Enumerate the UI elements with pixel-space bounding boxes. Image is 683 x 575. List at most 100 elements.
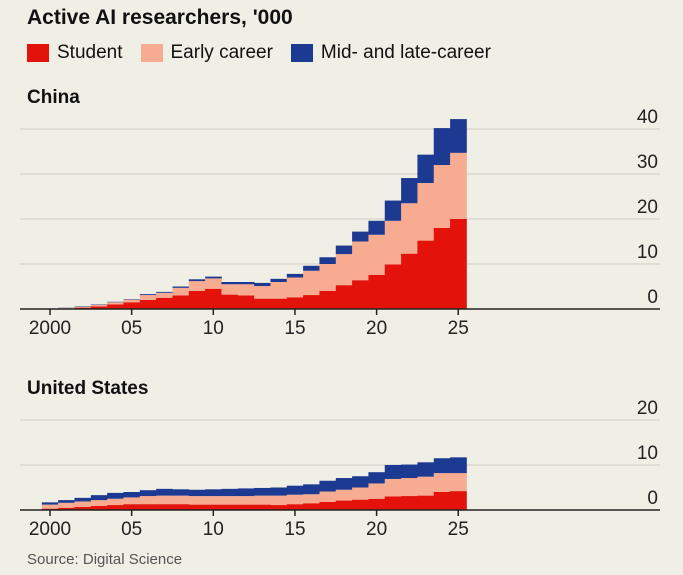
bar-segment-student-2003 [90,505,108,510]
bar-segment-early-career-2009 [188,281,206,291]
bar-segment-mid-and-late-career-2013 [254,282,271,287]
legend-label: Early career [170,42,273,63]
bar-segment-mid-and-late-career-2001 [58,500,75,503]
legend-swatch-early-career [140,44,163,62]
bar-segment-mid-and-late-career-2023 [417,462,435,477]
bar-segment-student-2022 [401,496,418,510]
legend-swatch-student [27,44,49,62]
bar-segment-student-2007 [156,504,173,510]
bar-segment-mid-and-late-career-2025 [450,119,467,153]
bar-segment-student-2008 [172,504,190,510]
bar-segment-early-career-2012 [237,284,255,296]
bar-segment-early-career-2008 [172,495,190,505]
bar-segment-student-2003 [90,306,108,309]
bar-segment-mid-and-late-career-2014 [270,487,288,496]
y-tick-label: 10 [637,242,658,263]
bar-segment-mid-and-late-career-2004 [107,492,124,499]
bar-segment-student-2010 [205,504,222,510]
bar-segment-student-2018 [335,285,353,309]
bar-segment-early-career-2009 [188,496,206,505]
bar-segment-early-career-2014 [270,282,288,299]
bar-segment-early-career-2019 [352,487,369,500]
y-tick-label: 20 [637,398,658,419]
chart-title: Active AI researchers, '000 [27,6,293,29]
bar-segment-mid-and-late-career-2010 [205,276,222,279]
bar-segment-early-career-2016 [303,270,320,296]
bar-segment-student-2023 [417,240,435,309]
panel-title-china: China [27,87,80,108]
y-tick-label: 30 [637,152,658,173]
bar-segment-mid-and-late-career-2018 [335,245,353,255]
bar-segment-early-career-2007 [156,495,173,505]
bar-segment-student-2006 [139,300,157,309]
bar-segment-mid-and-late-career-2022 [401,464,418,479]
bar-segment-mid-and-late-career-2009 [188,489,206,497]
bar-segment-student-2011 [221,294,239,309]
bar-segment-student-2006 [139,504,157,510]
source-note: Source: Digital Science [27,551,183,568]
x-tick-label: 10 [203,318,224,339]
bar-segment-early-career-2025 [450,473,467,492]
bar-segment-early-career-2025 [450,152,467,219]
bar-segment-mid-and-late-career-2007 [156,488,173,496]
bar-segment-early-career-2023 [417,183,435,241]
bar-segment-student-2005 [123,504,141,510]
bar-segment-mid-and-late-career-2019 [352,476,369,488]
bar-segment-student-2013 [254,504,271,510]
bar-segment-early-career-2015 [286,494,304,505]
bar-segment-early-career-2018 [335,254,353,286]
bar-segment-student-2004 [107,304,124,309]
bar-segment-student-2008 [172,295,190,309]
x-tick-label: 20 [366,519,387,540]
bar-segment-student-2020 [368,498,386,510]
bar-segment-mid-and-late-career-2011 [221,488,239,497]
bar-segment-student-2017 [319,291,337,309]
bar-segment-mid-and-late-career-2006 [139,490,157,497]
bar-segment-student-2019 [352,499,369,510]
bar-segment-early-career-2005 [123,497,141,505]
legend-item-student: Student [27,42,123,64]
bar-segment-student-2009 [188,504,206,510]
legend-swatch-mid-late-career [290,44,313,62]
bar-segment-early-career-2017 [319,264,337,291]
bar-segment-mid-and-late-career-2011 [221,282,239,285]
bar-segment-early-career-2019 [352,241,369,281]
bar-segment-mid-and-late-career-2020 [368,220,386,235]
bar-segment-mid-and-late-career-2025 [450,457,467,474]
x-tick-label: 05 [121,519,142,540]
bar-segment-student-2020 [368,274,386,309]
panel-title-united-states: United States [27,378,149,399]
bar-segment-early-career-2022 [401,203,418,254]
bar-segment-early-career-2024 [433,473,451,492]
bar-segment-student-2014 [270,298,288,309]
bar-segment-early-career-2016 [303,494,320,504]
bar-segment-early-career-2010 [205,496,222,505]
bar-segment-early-career-2011 [221,284,239,295]
bar-segment-mid-and-late-career-2014 [270,278,288,282]
bar-segment-mid-and-late-career-2017 [319,480,337,492]
x-tick-label: 25 [448,318,469,339]
bar-segment-student-2022 [401,253,418,309]
bar-segment-mid-and-late-career-2022 [401,178,418,204]
bar-segment-mid-and-late-career-2008 [172,286,190,288]
bar-segment-mid-and-late-career-2024 [433,458,451,474]
bar-segment-early-career-2007 [156,292,173,298]
bar-segment-student-2024 [433,228,451,309]
bar-segment-early-career-2021 [384,220,402,265]
x-tick-label: 10 [203,519,224,540]
y-tick-label: 20 [637,197,658,218]
bar-segment-early-career-2015 [286,277,304,298]
bar-segment-early-career-2002 [74,306,92,308]
bar-segment-mid-and-late-career-2012 [237,488,255,497]
bar-segment-mid-and-late-career-2006 [139,294,157,296]
bar-segment-mid-and-late-career-2016 [303,265,320,271]
bar-segment-early-career-2003 [90,500,108,506]
bar-segment-mid-and-late-career-2016 [303,484,320,495]
y-tick-label: 10 [637,443,658,464]
bar-segment-mid-and-late-career-2008 [172,489,190,496]
bar-segment-early-career-2005 [123,299,141,303]
bar-segment-student-2024 [433,492,451,510]
bar-segment-student-2001 [58,507,75,510]
y-tick-label: 0 [647,488,658,509]
